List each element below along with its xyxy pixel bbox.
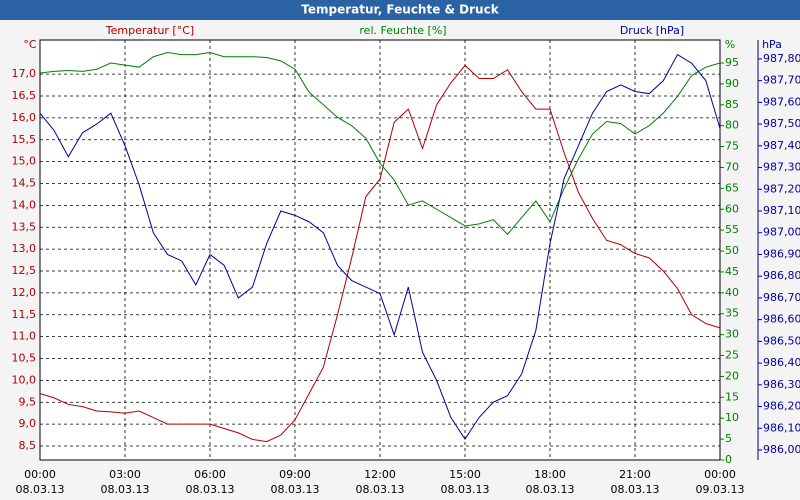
y3-tick-label: 986,70 (763, 291, 800, 304)
y2-axis-title: % (725, 38, 735, 51)
x-tick-label: 06:00 (194, 468, 226, 481)
y-tick-label: 13,0 (12, 242, 37, 255)
x-tick-date: 08.03.13 (186, 483, 235, 496)
series-line (39, 53, 721, 441)
y2-tick-label: 35 (725, 307, 739, 320)
x-tick-date: 08.03.13 (441, 483, 490, 496)
x-tick-label: 00:00 (24, 468, 56, 481)
x-tick-date: 08.03.13 (611, 483, 660, 496)
y-tick-label: 8,5 (19, 439, 37, 452)
y2-tick-label: 0 (725, 453, 732, 466)
title-bar (0, 0, 800, 20)
y-tick-label: 13,5 (12, 220, 37, 233)
y-tick-label: 11,0 (12, 330, 37, 343)
x-tick-date: 09.03.13 (696, 483, 745, 496)
y-tick-label: 15,0 (12, 155, 37, 168)
y3-tick-label: 986,10 (763, 421, 800, 434)
y3-tick-label: 986,60 (763, 313, 800, 326)
y3-tick-label: 987,30 (763, 161, 800, 174)
y-tick-label: 10,0 (12, 373, 37, 386)
y3-tick-label: 986,90 (763, 247, 800, 260)
series-line (39, 64, 721, 443)
y3-tick-label: 987,40 (763, 139, 800, 152)
y2-tick-label: 10 (725, 411, 739, 424)
x-tick-date: 08.03.13 (526, 483, 575, 496)
x-tick-label: 09:00 (279, 468, 311, 481)
y3-tick-label: 986,20 (763, 400, 800, 413)
y3-tick-label: 987,10 (763, 204, 800, 217)
series-line (39, 52, 721, 236)
x-tick-date: 08.03.13 (16, 483, 65, 496)
legend-label: Druck [hPa] (620, 24, 684, 37)
chart-title: Temperatur, Feuchte & Druck (301, 3, 499, 17)
y2-tick-label: 95 (725, 56, 739, 69)
legend-label: rel. Feuchte [%] (359, 24, 446, 37)
y3-tick-label: 987,50 (763, 117, 800, 130)
y2-tick-label: 15 (725, 390, 739, 403)
x-tick-label: 15:00 (449, 468, 481, 481)
y-axis-title: °C (23, 38, 37, 51)
y2-tick-label: 30 (725, 328, 739, 341)
y2-tick-label: 5 (725, 432, 732, 445)
y2-tick-label: 90 (725, 77, 739, 90)
y2-tick-label: 55 (725, 223, 739, 236)
y3-tick-label: 987,00 (763, 226, 800, 239)
x-tick-label: 00:00 (704, 468, 736, 481)
y-tick-label: 17,0 (12, 67, 37, 80)
y-tick-label: 16,5 (12, 89, 37, 102)
y3-tick-label: 986,00 (763, 443, 800, 456)
y3-tick-label: 987,80 (763, 52, 800, 65)
x-tick-label: 21:00 (619, 468, 651, 481)
y-tick-label: 12,0 (12, 286, 37, 299)
y3-tick-label: 986,80 (763, 269, 800, 282)
x-tick-date: 08.03.13 (271, 483, 320, 496)
y2-tick-label: 85 (725, 98, 739, 111)
y-tick-label: 14,5 (12, 177, 37, 190)
y2-tick-label: 75 (725, 140, 739, 153)
y-tick-label: 9,5 (19, 395, 37, 408)
x-tick-label: 12:00 (364, 468, 396, 481)
y2-tick-label: 80 (725, 119, 739, 132)
y2-tick-label: 50 (725, 244, 739, 257)
y3-tick-label: 987,20 (763, 182, 800, 195)
y2-tick-label: 20 (725, 369, 739, 382)
y3-tick-label: 986,30 (763, 378, 800, 391)
y-tick-label: 12,5 (12, 264, 37, 277)
y3-axis-title: hPa (762, 38, 782, 51)
legend-label: Temperatur [°C] (105, 24, 194, 37)
y2-tick-label: 45 (725, 265, 739, 278)
y3-tick-label: 987,60 (763, 95, 800, 108)
y2-tick-label: 60 (725, 202, 739, 215)
y-tick-label: 11,5 (12, 308, 37, 321)
y-tick-label: 10,5 (12, 352, 37, 365)
y2-tick-label: 25 (725, 349, 739, 362)
y3-tick-label: 986,50 (763, 334, 800, 347)
y-tick-label: 14,0 (12, 198, 37, 211)
y3-tick-label: 986,40 (763, 356, 800, 369)
x-tick-date: 08.03.13 (101, 483, 150, 496)
y2-tick-label: 70 (725, 160, 739, 173)
y-tick-label: 9,0 (19, 417, 37, 430)
y2-tick-label: 65 (725, 181, 739, 194)
y2-tick-label: 40 (725, 286, 739, 299)
x-tick-label: 18:00 (534, 468, 566, 481)
y-tick-label: 15,5 (12, 133, 37, 146)
x-tick-date: 08.03.13 (356, 483, 405, 496)
x-tick-label: 03:00 (109, 468, 141, 481)
y-tick-label: 16,0 (12, 111, 37, 124)
y3-tick-label: 987,70 (763, 74, 800, 87)
